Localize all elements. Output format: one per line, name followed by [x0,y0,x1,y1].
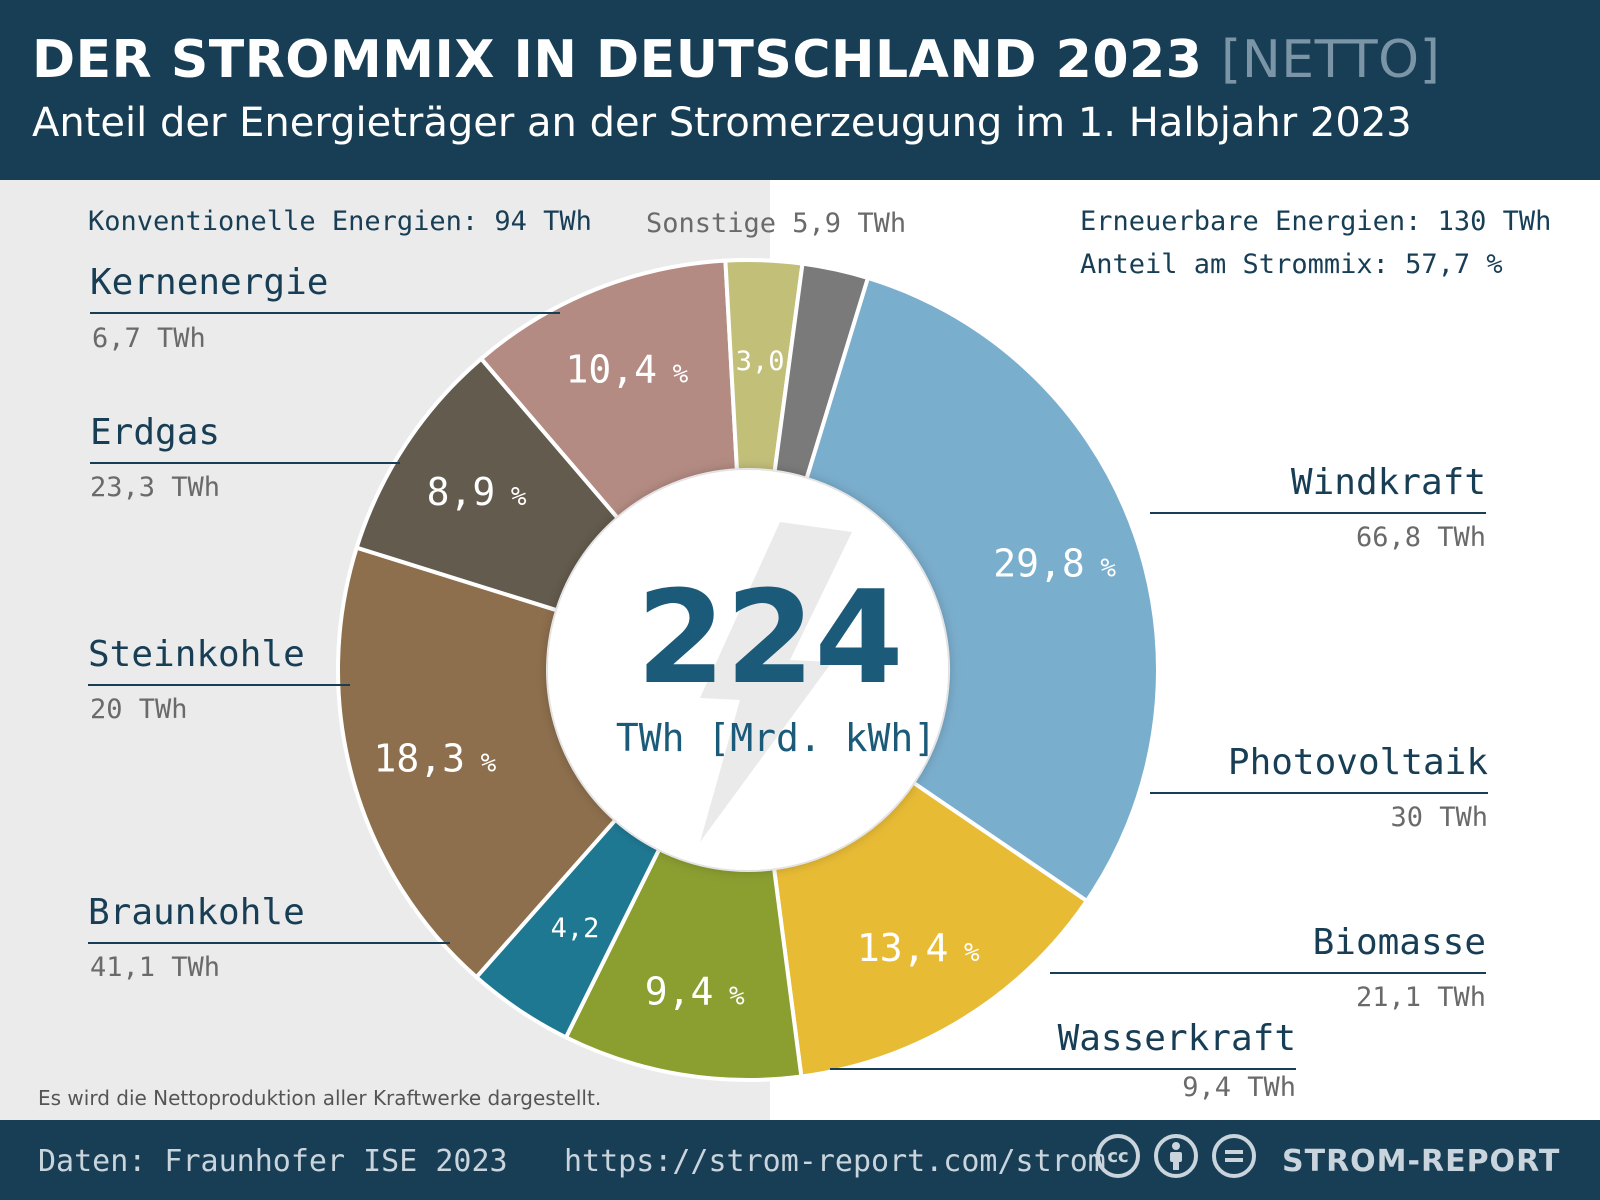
lightning-bolt-icon [700,522,852,842]
value-steinkohle: 20 TWh [90,694,188,725]
value-windkraft: 66,8 TWh [1355,522,1486,553]
source-url[interactable]: https://strom-report.com/strom [564,1144,1106,1179]
slice-label-kernenergie: 3,0 [736,346,785,377]
by-icon [1154,1134,1198,1178]
title-tag: [NETTO] [1221,30,1441,90]
nd-icon [1212,1134,1256,1178]
value-braunkohle: 41,1 TWh [90,952,221,983]
sonstige-label: Sonstige 5,9 TWh [646,208,907,239]
center-total: 224 [636,564,903,713]
leader-biomasse [1050,972,1486,974]
footer-bar [0,1120,1600,1200]
label-biomasse: Biomasse [1312,922,1486,963]
value-kernenergie: 6,7 TWh [92,323,206,354]
label-photovoltaik: Photovoltaik [1227,742,1488,783]
footnote: Es wird die Nettoproduktion aller Kraftw… [38,1086,602,1110]
label-kernenergie: Kernenergie [90,262,329,303]
source-text: Daten: Fraunhofer ISE 2023 [38,1144,508,1179]
value-erdgas: 23,3 TWh [90,472,221,503]
leader-wasserkraft [830,1068,1296,1070]
brand-logo-text: STROM-REPORT [1282,1144,1561,1179]
page-title: DER STROMMIX IN DEUTSCHLAND 2023 [NETTO] [32,30,1441,90]
leader-photovoltaik [1150,792,1488,794]
label-wasserkraft: Wasserkraft [1057,1018,1296,1059]
label-steinkohle: Steinkohle [88,634,305,675]
leader-erdgas [90,462,400,464]
donut-chart: 29,8 %13,4 %9,4 %4,218,3 %8,9 %10,4 % 3,0… [336,258,1160,1082]
slice-braunkohle [336,545,619,980]
page-subtitle: Anteil der Energieträger an der Stromerz… [32,100,1412,146]
value-wasserkraft: 9,4 TWh [1182,1072,1296,1103]
renewable-total: Erneuerbare Energien: 130 TWh [1080,206,1552,237]
slice-windkraft [803,275,1160,904]
cc-icon: cc [1096,1134,1140,1178]
center-unit: TWh [Mrd. kWh] [616,716,936,760]
slice-label-wasserkraft: 4,2 [551,913,600,944]
header-banner [0,0,1600,180]
label-braunkohle: Braunkohle [88,892,305,933]
leader-steinkohle [88,684,350,686]
value-photovoltaik: 30 TWh [1390,802,1488,833]
leader-kernenergie [90,312,560,314]
value-biomasse: 21,1 TWh [1355,982,1486,1013]
conventional-total: Konventionelle Energien: 94 TWh [88,206,592,237]
leader-braunkohle [88,942,450,944]
label-windkraft: Windkraft [1290,462,1486,503]
leader-windkraft [1150,512,1486,514]
slice-photovoltaik [771,779,1090,1079]
renewable-share: Anteil am Strommix: 57,7 % [1080,249,1503,280]
label-erdgas: Erdgas [90,412,221,453]
